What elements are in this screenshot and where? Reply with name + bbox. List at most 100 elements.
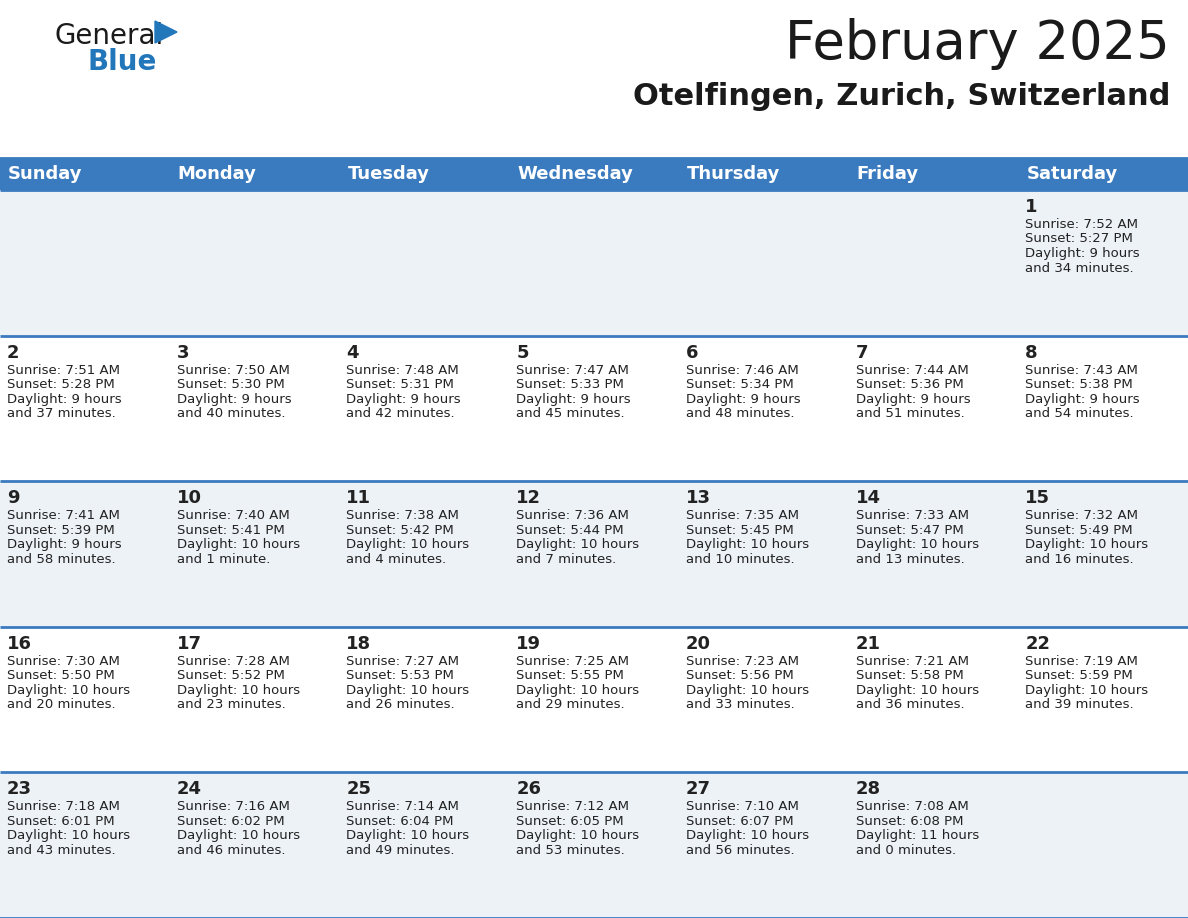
Text: 17: 17 [177,635,202,653]
Text: 11: 11 [347,489,372,508]
Text: Sunset: 5:33 PM: Sunset: 5:33 PM [516,378,624,391]
Text: Daylight: 10 hours: Daylight: 10 hours [685,829,809,843]
Text: Sunset: 5:53 PM: Sunset: 5:53 PM [347,669,454,682]
Text: Sunset: 5:36 PM: Sunset: 5:36 PM [855,378,963,391]
Text: Daylight: 9 hours: Daylight: 9 hours [1025,247,1140,260]
Text: 22: 22 [1025,635,1050,653]
Text: Sunrise: 7:19 AM: Sunrise: 7:19 AM [1025,655,1138,667]
Text: 3: 3 [177,343,189,362]
Text: Sunset: 6:02 PM: Sunset: 6:02 PM [177,815,284,828]
Text: Otelfingen, Zurich, Switzerland: Otelfingen, Zurich, Switzerland [633,82,1170,111]
Text: and 10 minutes.: and 10 minutes. [685,553,795,565]
Bar [1018,158,1188,190]
Text: 13: 13 [685,489,710,508]
Bar [848,158,1018,190]
Text: Sunrise: 7:50 AM: Sunrise: 7:50 AM [177,364,290,376]
Text: Daylight: 10 hours: Daylight: 10 hours [685,538,809,551]
Text: Monday: Monday [178,165,257,183]
Text: 27: 27 [685,780,710,799]
Text: 9: 9 [7,489,19,508]
Text: Sunset: 5:27 PM: Sunset: 5:27 PM [1025,232,1133,245]
Text: Sunset: 5:45 PM: Sunset: 5:45 PM [685,523,794,537]
Text: and 54 minutes.: and 54 minutes. [1025,407,1133,420]
Text: February 2025: February 2025 [785,18,1170,70]
Text: Sunrise: 7:25 AM: Sunrise: 7:25 AM [516,655,630,667]
Text: Sunset: 5:56 PM: Sunset: 5:56 PM [685,669,794,682]
Text: 23: 23 [7,780,32,799]
Text: Daylight: 10 hours: Daylight: 10 hours [177,684,299,697]
Text: Sunrise: 7:48 AM: Sunrise: 7:48 AM [347,364,460,376]
Text: Sunset: 6:04 PM: Sunset: 6:04 PM [347,815,454,828]
Bar [510,158,678,190]
Text: Friday: Friday [857,165,918,183]
Text: Sunset: 5:59 PM: Sunset: 5:59 PM [1025,669,1133,682]
Text: 10: 10 [177,489,202,508]
Text: Daylight: 9 hours: Daylight: 9 hours [347,393,461,406]
Text: Sunrise: 7:21 AM: Sunrise: 7:21 AM [855,655,968,667]
Text: Sunrise: 7:41 AM: Sunrise: 7:41 AM [7,509,120,522]
Text: 26: 26 [516,780,542,799]
Text: and 53 minutes.: and 53 minutes. [516,844,625,856]
Bar [0,772,1188,918]
Text: Daylight: 10 hours: Daylight: 10 hours [855,684,979,697]
Text: Sunrise: 7:33 AM: Sunrise: 7:33 AM [855,509,968,522]
Text: Daylight: 9 hours: Daylight: 9 hours [177,393,291,406]
Text: Sunrise: 7:16 AM: Sunrise: 7:16 AM [177,800,290,813]
Text: Sunset: 6:01 PM: Sunset: 6:01 PM [7,815,114,828]
Text: Sunrise: 7:10 AM: Sunrise: 7:10 AM [685,800,798,813]
Text: Sunset: 5:31 PM: Sunset: 5:31 PM [347,378,454,391]
Text: Daylight: 10 hours: Daylight: 10 hours [516,829,639,843]
Text: 16: 16 [7,635,32,653]
Text: Daylight: 10 hours: Daylight: 10 hours [685,684,809,697]
Text: Sunset: 5:49 PM: Sunset: 5:49 PM [1025,523,1133,537]
Bar [0,190,1188,336]
Text: 7: 7 [855,343,868,362]
Text: 15: 15 [1025,489,1050,508]
Text: Sunrise: 7:38 AM: Sunrise: 7:38 AM [347,509,460,522]
Text: Sunrise: 7:47 AM: Sunrise: 7:47 AM [516,364,628,376]
Text: 20: 20 [685,635,710,653]
Text: Sunrise: 7:23 AM: Sunrise: 7:23 AM [685,655,798,667]
Bar [0,336,1188,481]
Text: Sunset: 5:42 PM: Sunset: 5:42 PM [347,523,454,537]
Text: Daylight: 9 hours: Daylight: 9 hours [685,393,801,406]
Text: Sunrise: 7:30 AM: Sunrise: 7:30 AM [7,655,120,667]
Text: Sunrise: 7:46 AM: Sunrise: 7:46 AM [685,364,798,376]
Text: 28: 28 [855,780,880,799]
Text: Sunset: 5:47 PM: Sunset: 5:47 PM [855,523,963,537]
Text: Sunrise: 7:35 AM: Sunrise: 7:35 AM [685,509,798,522]
Text: Sunset: 6:07 PM: Sunset: 6:07 PM [685,815,794,828]
Text: Sunrise: 7:12 AM: Sunrise: 7:12 AM [516,800,630,813]
Text: Sunset: 5:52 PM: Sunset: 5:52 PM [177,669,285,682]
Text: Daylight: 10 hours: Daylight: 10 hours [347,684,469,697]
Text: Daylight: 10 hours: Daylight: 10 hours [516,538,639,551]
Text: Daylight: 10 hours: Daylight: 10 hours [1025,538,1149,551]
Text: Sunset: 5:55 PM: Sunset: 5:55 PM [516,669,624,682]
Text: Sunset: 6:08 PM: Sunset: 6:08 PM [855,815,963,828]
Text: Daylight: 11 hours: Daylight: 11 hours [855,829,979,843]
Bar [340,158,510,190]
Bar [0,158,170,190]
Text: Blue: Blue [88,48,157,76]
Text: Saturday: Saturday [1026,165,1118,183]
Text: Sunset: 5:34 PM: Sunset: 5:34 PM [685,378,794,391]
Text: and 36 minutes.: and 36 minutes. [855,699,965,711]
Text: and 7 minutes.: and 7 minutes. [516,553,617,565]
Text: 25: 25 [347,780,372,799]
Text: Sunset: 5:41 PM: Sunset: 5:41 PM [177,523,284,537]
Text: and 45 minutes.: and 45 minutes. [516,407,625,420]
Text: Daylight: 10 hours: Daylight: 10 hours [347,538,469,551]
Text: Daylight: 10 hours: Daylight: 10 hours [516,684,639,697]
Text: Sunset: 5:28 PM: Sunset: 5:28 PM [7,378,115,391]
Text: Daylight: 10 hours: Daylight: 10 hours [177,829,299,843]
Text: Tuesday: Tuesday [347,165,429,183]
Text: Sunrise: 7:43 AM: Sunrise: 7:43 AM [1025,364,1138,376]
Text: 8: 8 [1025,343,1038,362]
Text: and 33 minutes.: and 33 minutes. [685,699,795,711]
Text: Daylight: 10 hours: Daylight: 10 hours [177,538,299,551]
Text: and 37 minutes.: and 37 minutes. [7,407,115,420]
Text: Daylight: 9 hours: Daylight: 9 hours [7,393,121,406]
Text: Sunday: Sunday [8,165,82,183]
Text: Sunrise: 7:32 AM: Sunrise: 7:32 AM [1025,509,1138,522]
Text: and 49 minutes.: and 49 minutes. [347,844,455,856]
